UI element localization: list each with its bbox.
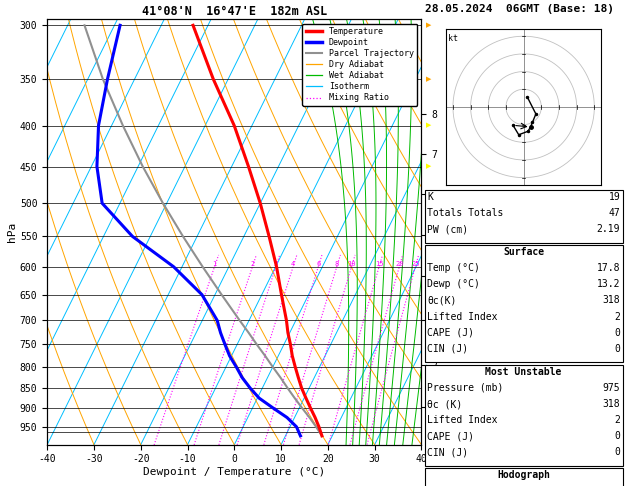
Text: ▶: ▶ [426, 415, 431, 420]
Text: K: K [427, 192, 433, 202]
Text: CAPE (J): CAPE (J) [427, 328, 474, 338]
Text: 13.2: 13.2 [597, 279, 620, 290]
Text: ▶: ▶ [426, 292, 431, 297]
Text: ▶: ▶ [426, 342, 431, 347]
Legend: Temperature, Dewpoint, Parcel Trajectory, Dry Adiabat, Wet Adiabat, Isotherm, Mi: Temperature, Dewpoint, Parcel Trajectory… [303, 24, 417, 106]
Text: θc(K): θc(K) [427, 295, 457, 306]
Text: 318: 318 [603, 295, 620, 306]
Text: CAPE (J): CAPE (J) [427, 431, 474, 441]
Text: 15: 15 [375, 261, 383, 267]
Text: 28.05.2024  06GMT (Base: 18): 28.05.2024 06GMT (Base: 18) [425, 4, 613, 14]
Text: Lifted Index: Lifted Index [427, 312, 498, 322]
Text: 8: 8 [335, 261, 339, 267]
Text: ▶: ▶ [426, 22, 431, 28]
Y-axis label: km
ASL: km ASL [440, 223, 462, 241]
Text: 25: 25 [411, 261, 420, 267]
Text: ▶: ▶ [426, 122, 431, 128]
Text: 1: 1 [213, 261, 216, 267]
Text: ▶: ▶ [426, 264, 431, 270]
Text: 0: 0 [615, 328, 620, 338]
Text: 19: 19 [608, 192, 620, 202]
X-axis label: Dewpoint / Temperature (°C): Dewpoint / Temperature (°C) [143, 467, 325, 477]
Text: Surface: Surface [503, 247, 544, 258]
Text: ▶: ▶ [426, 364, 431, 370]
Y-axis label: hPa: hPa [7, 222, 17, 242]
Text: ▶: ▶ [426, 163, 431, 170]
Text: 2: 2 [615, 415, 620, 425]
Text: 2: 2 [250, 261, 255, 267]
Title: 41°08'N  16°47'E  182m ASL: 41°08'N 16°47'E 182m ASL [142, 5, 327, 18]
Text: 6: 6 [316, 261, 320, 267]
Text: 20: 20 [395, 261, 404, 267]
Text: ▶: ▶ [426, 233, 431, 240]
Text: CIN (J): CIN (J) [427, 344, 468, 354]
Text: θc (K): θc (K) [427, 399, 462, 409]
Text: LCL: LCL [425, 427, 440, 436]
Text: ▶: ▶ [426, 76, 431, 82]
Text: PW (cm): PW (cm) [427, 224, 468, 234]
Text: 4: 4 [291, 261, 295, 267]
Text: Hodograph: Hodograph [497, 470, 550, 481]
Text: Most Unstable: Most Unstable [486, 367, 562, 377]
Text: 0: 0 [615, 344, 620, 354]
Text: 318: 318 [603, 399, 620, 409]
Text: 3: 3 [274, 261, 278, 267]
Text: ▶: ▶ [426, 433, 431, 439]
Text: CIN (J): CIN (J) [427, 447, 468, 457]
Text: Pressure (mb): Pressure (mb) [427, 383, 503, 393]
Text: Totals Totals: Totals Totals [427, 208, 503, 218]
Text: 10: 10 [347, 261, 356, 267]
Text: Temp (°C): Temp (°C) [427, 263, 480, 274]
Text: 17.8: 17.8 [597, 263, 620, 274]
Text: 0: 0 [615, 447, 620, 457]
Text: 2.19: 2.19 [597, 224, 620, 234]
Text: 2: 2 [615, 312, 620, 322]
Text: 975: 975 [603, 383, 620, 393]
Text: Dewp (°C): Dewp (°C) [427, 279, 480, 290]
Text: ▶: ▶ [426, 424, 431, 430]
Text: ▶: ▶ [426, 405, 431, 411]
Text: 0: 0 [615, 431, 620, 441]
Text: 47: 47 [608, 208, 620, 218]
Text: ▶: ▶ [426, 200, 431, 206]
Text: ▶: ▶ [426, 317, 431, 324]
Text: Lifted Index: Lifted Index [427, 415, 498, 425]
Text: ▶: ▶ [426, 385, 431, 391]
Text: kt: kt [448, 35, 458, 43]
